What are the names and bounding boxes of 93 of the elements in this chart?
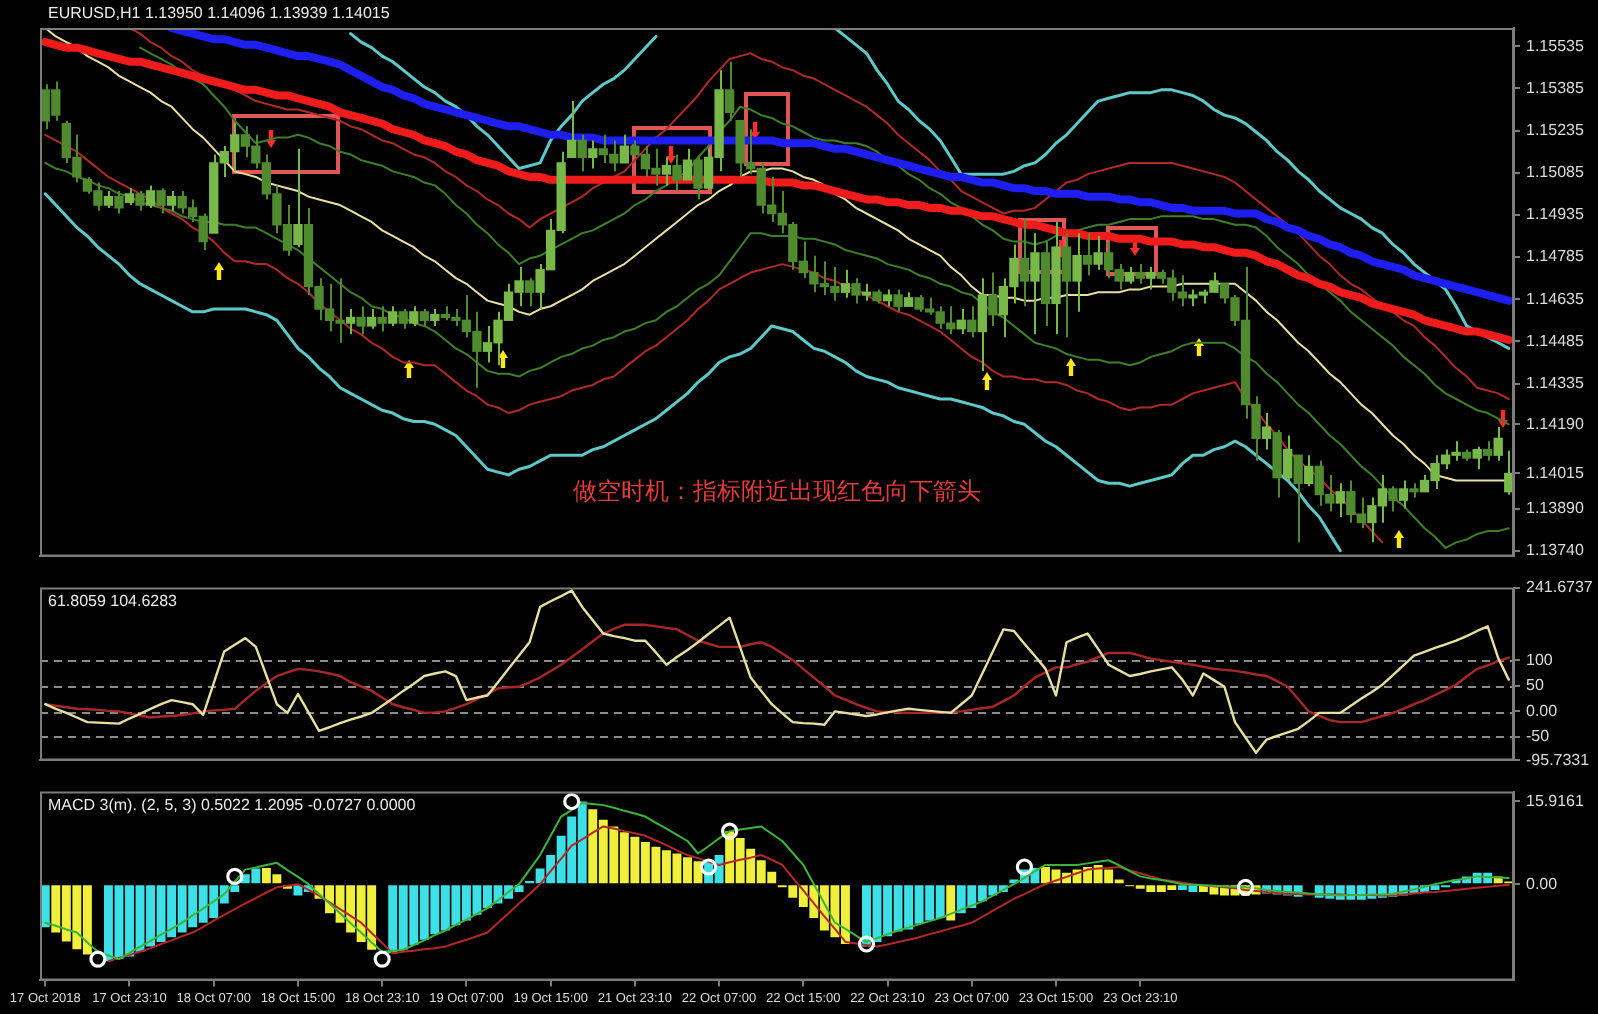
candlestick bbox=[103, 190, 114, 209]
candlestick bbox=[1125, 265, 1135, 285]
candlestick bbox=[1409, 482, 1419, 499]
y-tick-label: 1.15535 bbox=[1526, 36, 1585, 55]
candlestick bbox=[419, 308, 429, 327]
candlestick bbox=[619, 133, 629, 164]
candlestick bbox=[430, 308, 440, 327]
candlestick bbox=[124, 187, 135, 207]
point bbox=[89, 950, 107, 968]
annotation: 做空时机：指标附近出现红色向下箭头 bbox=[573, 477, 981, 506]
candlestick bbox=[882, 288, 893, 308]
y-tick-label: 0.00 bbox=[1526, 701, 1559, 720]
candlestick bbox=[388, 305, 398, 327]
y-tick-label: -95.7331 bbox=[1526, 750, 1591, 769]
candlestick bbox=[1282, 434, 1293, 482]
y-tick-label: 1.14335 bbox=[1526, 373, 1585, 392]
y-tick-label: 1.14485 bbox=[1526, 331, 1585, 350]
candlestick bbox=[1293, 454, 1303, 544]
candlestick bbox=[851, 277, 861, 305]
candlestick bbox=[1261, 412, 1272, 451]
chart-title: 61.8059 104.6283 bbox=[48, 592, 179, 611]
y-tick-label: 1.15235 bbox=[1526, 120, 1585, 139]
candlestick bbox=[872, 288, 882, 305]
candlestick bbox=[693, 156, 703, 201]
candlestick bbox=[661, 156, 672, 187]
y-tick-label: 241.6737 bbox=[1526, 578, 1594, 597]
candlestick bbox=[345, 308, 356, 336]
candlestick bbox=[1082, 232, 1093, 277]
bar bbox=[946, 885, 956, 921]
candlestick bbox=[1304, 454, 1314, 488]
y-tick-label: 1.14015 bbox=[1526, 463, 1585, 482]
candlestick bbox=[409, 305, 419, 327]
candlestick bbox=[145, 184, 156, 209]
candlestick bbox=[114, 190, 124, 215]
candlestick bbox=[840, 268, 851, 299]
candlestick bbox=[356, 305, 366, 336]
point bbox=[1015, 858, 1034, 876]
candlestick bbox=[1483, 440, 1493, 462]
point bbox=[721, 822, 739, 840]
candlestick bbox=[893, 288, 903, 313]
y-tick-label: 1.14190 bbox=[1526, 414, 1585, 433]
candlestick bbox=[1146, 265, 1156, 291]
y-tick-label: 15.9161 bbox=[1526, 791, 1585, 810]
candlestick bbox=[1061, 232, 1072, 339]
y-tick-label: 1.14785 bbox=[1526, 247, 1585, 266]
y-tick-label: 1.13890 bbox=[1526, 499, 1585, 518]
y-tick-label: 1.14635 bbox=[1526, 289, 1585, 308]
candlestick bbox=[1093, 234, 1103, 271]
candlestick bbox=[1398, 479, 1409, 510]
y-tick-label: 1.14935 bbox=[1526, 205, 1585, 224]
candlestick bbox=[156, 187, 166, 215]
chart-title: MACD 3(m). (2, 5, 3) 0.5022 1.2095 -0.0727 0.0000 bbox=[48, 796, 417, 815]
candlestick bbox=[1272, 428, 1282, 499]
candlestick bbox=[1135, 263, 1145, 285]
candlestick bbox=[1051, 220, 1061, 336]
candlestick bbox=[672, 153, 682, 193]
candlestick bbox=[988, 271, 998, 327]
y-tick-label: 1.15085 bbox=[1526, 163, 1585, 182]
candlestick bbox=[682, 147, 693, 181]
candlestick bbox=[366, 308, 377, 330]
y-tick-label: 1.15385 bbox=[1526, 78, 1585, 97]
candlestick bbox=[577, 133, 587, 173]
candlestick bbox=[588, 139, 598, 170]
candlestick bbox=[293, 147, 303, 249]
point bbox=[857, 935, 876, 953]
y-tick-label: 50 bbox=[1526, 676, 1545, 695]
candlestick bbox=[1030, 232, 1040, 336]
candlestick bbox=[1493, 426, 1503, 462]
candlestick bbox=[1472, 445, 1482, 471]
candlestick bbox=[903, 291, 914, 307]
point bbox=[226, 867, 244, 885]
point bbox=[699, 858, 718, 876]
candlestick bbox=[377, 305, 387, 333]
candlestick bbox=[1461, 448, 1472, 462]
candlestick bbox=[1388, 485, 1398, 513]
point bbox=[563, 792, 581, 811]
candlestick bbox=[1335, 482, 1345, 519]
candlestick bbox=[967, 305, 977, 339]
point bbox=[1236, 878, 1255, 896]
candlestick bbox=[524, 277, 535, 308]
y-tick-label: 100 bbox=[1526, 650, 1554, 669]
candlestick bbox=[398, 308, 408, 330]
candlestick bbox=[1040, 240, 1051, 327]
y-tick-label: 0.00 bbox=[1526, 874, 1559, 893]
candlestick bbox=[977, 277, 987, 372]
point bbox=[373, 950, 391, 968]
candlestick bbox=[135, 190, 145, 212]
candlestick bbox=[1019, 218, 1030, 308]
y-tick-label: -50 bbox=[1526, 727, 1551, 746]
candlestick bbox=[1072, 232, 1082, 313]
candlestick bbox=[166, 190, 177, 212]
y-tick-label: 1.13740 bbox=[1526, 541, 1585, 560]
chart-title: EURUSD,H1 1.13950 1.14096 1.13939 1.14015 bbox=[48, 4, 391, 23]
